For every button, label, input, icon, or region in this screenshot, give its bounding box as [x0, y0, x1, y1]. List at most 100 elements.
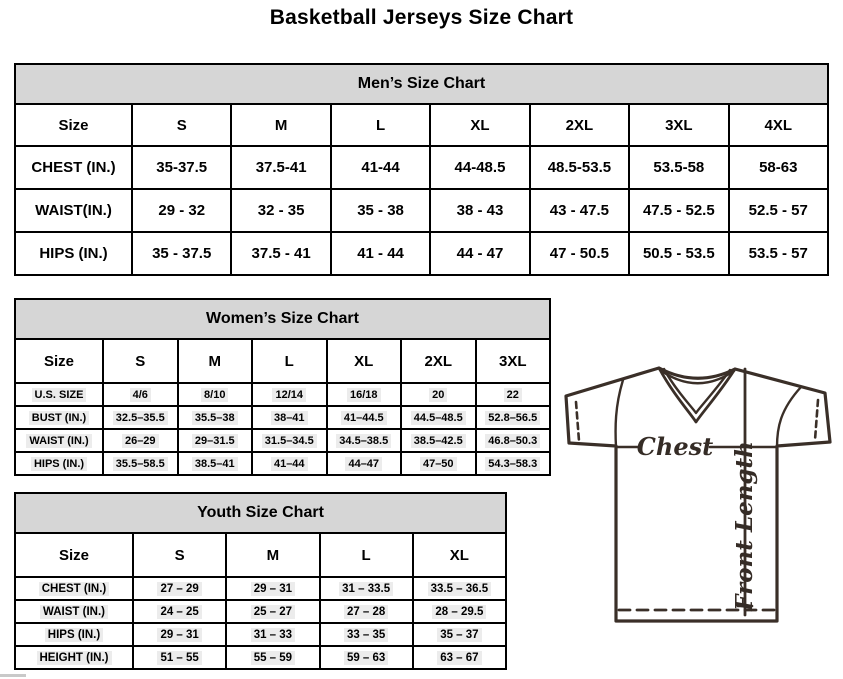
table-cell: 29 – 31: [131, 622, 228, 647]
table-cell: 33 – 35: [318, 622, 414, 647]
table-cell: 53.5 - 57: [727, 231, 830, 276]
youth-table-title: Youth Size Chart: [14, 492, 507, 534]
horizontal-scrollbar-thumb[interactable]: [0, 674, 26, 677]
table-cell: 51 – 55: [131, 645, 228, 670]
column-header: L: [329, 103, 432, 147]
cell-value: 63 – 67: [437, 650, 482, 665]
collar-v-inner: [662, 367, 732, 415]
jersey-outline: [564, 366, 832, 623]
row-label: U.S. SIZE: [14, 382, 104, 407]
table-cell: 27 – 28: [318, 599, 414, 624]
jersey-measurement-diagram: Chest Front Length: [564, 366, 832, 623]
sleeve-cuff-dash-right-icon: [813, 398, 820, 442]
cell-value: 35 – 37: [437, 627, 482, 642]
table-cell: 22: [474, 382, 551, 407]
cell-value: 59 – 63: [343, 650, 389, 665]
table-cell: 58-63: [727, 145, 830, 190]
cell-value: 55 – 59: [250, 650, 296, 665]
table-cell: 38.5–41: [176, 451, 253, 476]
column-header: M: [225, 532, 321, 578]
table-cell: 26–29: [102, 428, 179, 453]
cell-value: 41–44: [270, 456, 308, 471]
table-cell: 34.5–38.5: [325, 428, 402, 453]
table-cell: 38 - 43: [429, 188, 531, 233]
row-label: HIPS (IN.): [14, 231, 133, 276]
cell-value: 46.8–50.3: [485, 433, 541, 448]
table-row: HEIGHT (IN.) 51 – 55 55 – 59 59 – 63 63 …: [14, 645, 508, 670]
cell-value: 8/10: [201, 387, 229, 402]
cell-value: 31 – 33.5: [339, 581, 394, 596]
cell-value: 28 – 29.5: [432, 604, 487, 619]
column-header: 3XL: [474, 338, 551, 384]
collar-v-outer: [657, 366, 737, 424]
table-cell: 32.5–35.5: [102, 405, 179, 430]
table-cell: 31 – 33: [225, 622, 321, 647]
table-cell: 41-44: [329, 145, 432, 190]
cell-value: 27 – 28: [343, 604, 389, 619]
table-cell: 44 - 47: [429, 231, 531, 276]
front-length-measure-label: Front Length: [731, 441, 758, 612]
row-label-text: CHEST (IN.): [38, 581, 110, 596]
table-row: CHEST (IN.) 27 – 29 29 – 31 31 – 33.5 33…: [14, 576, 508, 601]
table-cell: 38–41: [251, 405, 328, 430]
table-row: Women’s Size Chart: [14, 298, 551, 340]
mens-table-title: Men’s Size Chart: [14, 63, 829, 105]
table-cell: 50.5 - 53.5: [628, 231, 730, 276]
column-header: 3XL: [628, 103, 730, 147]
table-row: CHEST (IN.) 35-37.5 37.5-41 41-44 44-48.…: [14, 145, 830, 190]
table-row: HIPS (IN.) 35 - 37.5 37.5 - 41 41 - 44 4…: [14, 231, 830, 276]
table-cell: 4/6: [102, 382, 179, 407]
table-row: Men’s Size Chart: [14, 63, 829, 105]
row-label-text: HIPS (IN.): [44, 627, 104, 642]
table-cell: 63 – 67: [411, 645, 508, 670]
table-row: Size S M L XL: [14, 532, 508, 578]
column-header: S: [130, 103, 233, 147]
table-cell: 59 – 63: [318, 645, 414, 670]
row-label: CHEST (IN.): [14, 145, 133, 190]
cell-value: 31.5–34.5: [261, 433, 317, 448]
table-row: WAIST (IN.) 24 – 25 25 – 27 27 – 28 28 –…: [14, 599, 508, 624]
row-label: BUST (IN.): [14, 405, 104, 430]
table-cell: 47 - 50.5: [528, 231, 631, 276]
table-cell: 31 – 33.5: [318, 576, 414, 601]
cell-value: 27 – 29: [157, 581, 202, 596]
table-cell: 46.8–50.3: [474, 428, 551, 453]
cell-value: 20: [429, 387, 448, 402]
column-header: M: [176, 338, 253, 384]
column-header: XL: [429, 103, 531, 147]
table-cell: 47.5 - 52.5: [628, 188, 730, 233]
cell-value: 38–41: [270, 410, 308, 425]
cell-value: 44.5–48.5: [410, 410, 466, 425]
cell-value: 16/18: [346, 387, 381, 402]
cell-value: 31 – 33: [250, 627, 296, 642]
table-cell: 35 - 37.5: [130, 231, 233, 276]
cell-value: 32.5–35.5: [112, 410, 168, 425]
column-header: L: [251, 338, 328, 384]
table-cell: 35-37.5: [130, 145, 233, 190]
row-label: HIPS (IN.): [14, 622, 134, 647]
table-row: Youth Size Chart: [14, 492, 507, 534]
table-cell: 35.5–58.5: [102, 451, 179, 476]
cell-value: 35.5–58.5: [112, 456, 168, 471]
cell-value: 41–44.5: [340, 410, 387, 425]
table-row: BUST (IN.) 32.5–35.5 35.5–38 38–41 41–44…: [14, 405, 551, 430]
cell-value: 51 – 55: [157, 650, 202, 665]
table-cell: 29 – 31: [225, 576, 321, 601]
cell-value: 52.8–56.5: [485, 410, 541, 425]
table-cell: 32 - 35: [230, 188, 332, 233]
cell-value: 35.5–38: [191, 410, 238, 425]
table-cell: 33.5 – 36.5: [411, 576, 508, 601]
cell-value: 44–47: [345, 456, 383, 471]
cell-value: 29 – 31: [250, 581, 296, 596]
cell-value: 4/6: [129, 387, 151, 402]
column-header: XL: [411, 532, 508, 578]
cell-value: 12/14: [272, 387, 307, 402]
table-cell: 47–50: [400, 451, 477, 476]
table-cell: 29–31.5: [176, 428, 253, 453]
cell-value: 38.5–41: [191, 456, 238, 471]
mens-size-table: Men’s Size Chart Size S M L XL 2XL 3XL 4…: [14, 63, 830, 276]
row-label: CHEST (IN.): [14, 576, 134, 601]
table-cell: 52.8–56.5: [474, 405, 551, 430]
row-label-text: WAIST (IN.): [40, 604, 108, 619]
table-cell: 12/14: [251, 382, 328, 407]
